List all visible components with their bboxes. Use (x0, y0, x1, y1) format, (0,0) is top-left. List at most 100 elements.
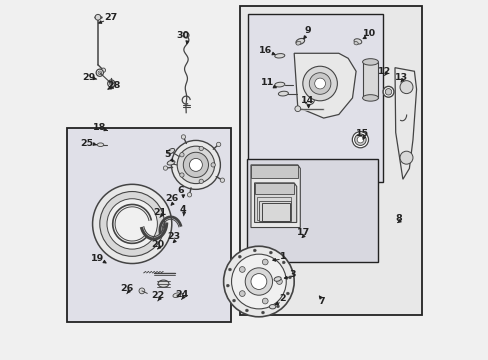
Circle shape (250, 274, 266, 289)
Bar (247, 14, 382, 182)
Circle shape (199, 146, 203, 150)
Circle shape (302, 66, 337, 101)
Ellipse shape (353, 39, 361, 44)
Text: 3: 3 (289, 270, 296, 279)
Circle shape (163, 166, 167, 170)
Text: 16: 16 (258, 46, 271, 55)
Circle shape (239, 266, 244, 272)
Bar (240, 6, 421, 315)
Circle shape (226, 284, 229, 287)
Circle shape (294, 106, 300, 112)
Circle shape (183, 152, 208, 177)
Text: 1: 1 (280, 252, 286, 261)
Text: 19: 19 (91, 254, 104, 263)
Ellipse shape (274, 277, 281, 281)
Polygon shape (258, 201, 290, 221)
Text: 29: 29 (82, 73, 96, 82)
Polygon shape (254, 183, 296, 222)
Ellipse shape (295, 41, 300, 45)
Bar (67, 128, 230, 322)
Ellipse shape (278, 91, 288, 96)
Circle shape (216, 142, 221, 147)
Ellipse shape (274, 82, 284, 87)
Circle shape (269, 251, 272, 254)
Circle shape (95, 14, 101, 20)
Polygon shape (362, 62, 378, 98)
Circle shape (187, 193, 191, 197)
Ellipse shape (362, 95, 378, 101)
Circle shape (261, 311, 264, 314)
Circle shape (183, 32, 189, 38)
Circle shape (282, 261, 285, 264)
Circle shape (181, 135, 185, 139)
Text: 12: 12 (377, 67, 390, 76)
Circle shape (262, 298, 267, 304)
Bar (247, 159, 378, 262)
Text: 25: 25 (80, 139, 93, 148)
Ellipse shape (158, 280, 168, 287)
Text: 5: 5 (163, 150, 170, 159)
Circle shape (309, 73, 330, 94)
Circle shape (96, 69, 103, 76)
Ellipse shape (382, 86, 393, 97)
Circle shape (276, 305, 279, 308)
Circle shape (399, 81, 412, 94)
Circle shape (288, 276, 291, 279)
Text: 24: 24 (175, 290, 188, 299)
Text: 2: 2 (279, 294, 285, 303)
Circle shape (239, 291, 244, 297)
Circle shape (399, 151, 412, 164)
Circle shape (276, 279, 282, 284)
Text: 26: 26 (120, 284, 133, 293)
Text: 4: 4 (179, 205, 185, 214)
Circle shape (211, 163, 215, 167)
Text: 26: 26 (165, 194, 178, 203)
Ellipse shape (353, 41, 358, 45)
Text: 15: 15 (355, 129, 368, 138)
Circle shape (92, 184, 171, 264)
Circle shape (180, 153, 183, 157)
Circle shape (107, 199, 157, 249)
Polygon shape (394, 68, 416, 179)
Circle shape (199, 179, 203, 184)
Circle shape (98, 71, 102, 75)
Ellipse shape (354, 134, 366, 145)
Circle shape (100, 192, 164, 256)
Text: 18: 18 (93, 123, 106, 132)
Circle shape (177, 146, 214, 184)
Circle shape (232, 299, 235, 302)
Ellipse shape (385, 89, 391, 95)
Text: 11: 11 (261, 78, 274, 87)
Text: 8: 8 (394, 215, 401, 223)
Circle shape (223, 246, 294, 317)
Ellipse shape (356, 136, 363, 143)
Text: 22: 22 (150, 292, 163, 300)
Ellipse shape (97, 143, 103, 147)
Ellipse shape (173, 293, 181, 297)
Polygon shape (261, 203, 289, 221)
Circle shape (189, 158, 202, 171)
Text: 27: 27 (104, 13, 118, 22)
Circle shape (139, 288, 144, 294)
Circle shape (253, 249, 256, 252)
Ellipse shape (274, 54, 284, 58)
Circle shape (228, 268, 231, 271)
Text: 14: 14 (300, 96, 313, 105)
Circle shape (262, 259, 267, 265)
Circle shape (101, 68, 105, 72)
Text: 13: 13 (394, 73, 407, 82)
Ellipse shape (351, 132, 368, 148)
Circle shape (314, 78, 325, 89)
Text: 28: 28 (107, 81, 121, 90)
Polygon shape (250, 165, 300, 228)
Polygon shape (294, 53, 355, 118)
Text: 6: 6 (177, 186, 183, 195)
Polygon shape (257, 197, 291, 220)
Text: 30: 30 (177, 31, 189, 40)
Text: 23: 23 (167, 233, 181, 242)
Ellipse shape (269, 305, 275, 309)
Circle shape (107, 80, 115, 87)
Ellipse shape (362, 59, 378, 65)
Circle shape (231, 254, 285, 309)
Circle shape (286, 292, 289, 295)
